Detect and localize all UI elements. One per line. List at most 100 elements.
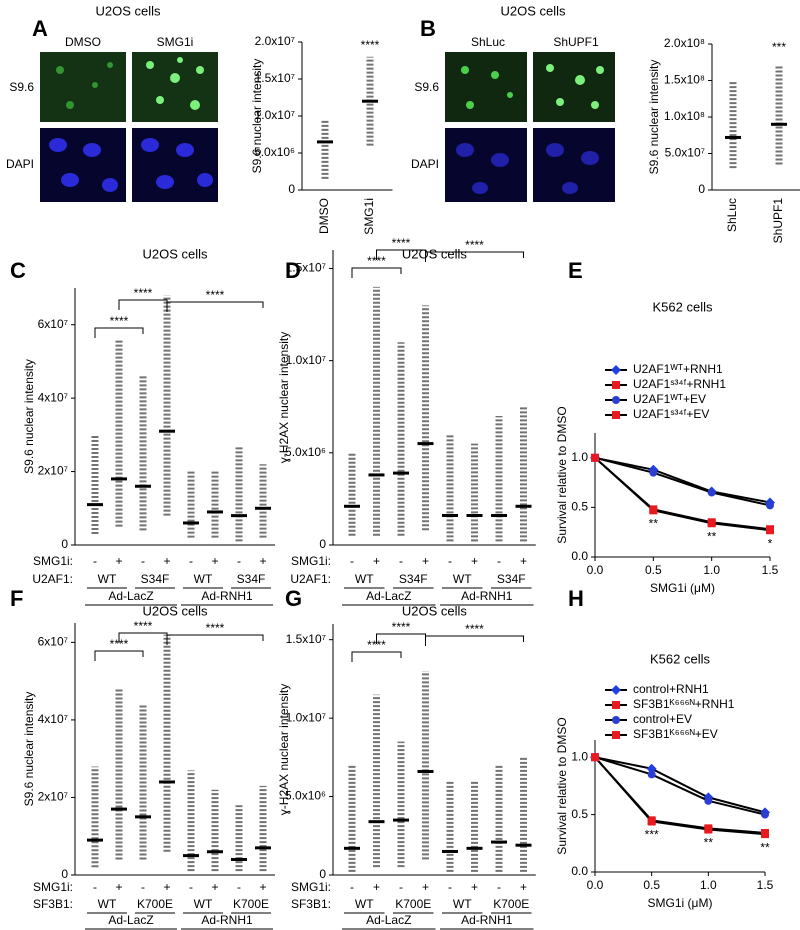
y-axis-label: ɣ-H2AX nuclear intensity (277, 684, 291, 815)
legend-marker (611, 685, 621, 695)
legend-marker (612, 396, 620, 404)
legend-label: control+RNH1 (633, 682, 709, 696)
treatment-label: Ad-LacZ (366, 913, 411, 927)
y-axis-label: S9.6 nuclear intensity (250, 59, 264, 174)
y-tick-label: 0 (61, 537, 68, 551)
significance: **** (134, 619, 153, 633)
legend-marker (612, 716, 620, 724)
treatment-sign: - (399, 880, 403, 894)
x-tick-label: ShLuc (725, 198, 739, 232)
treatment-sign: + (373, 880, 380, 894)
panel-title: U2OS cells (500, 3, 566, 18)
y-tick-label: 1.0 (571, 450, 588, 464)
data-point (707, 488, 716, 497)
series-line (594, 756, 766, 816)
panel-title: U2OS cells (95, 3, 161, 18)
treatment-sign: + (520, 880, 527, 894)
x-tick-label: ShUPF1 (771, 198, 785, 244)
significance-bracket (166, 301, 264, 312)
row-label: U2AF1: (32, 572, 73, 586)
treatment-label: Ad-LacZ (366, 589, 411, 603)
genotype-label: K700E (395, 897, 431, 911)
legend-marker (612, 411, 620, 419)
x-tick-label: 1.0 (700, 878, 717, 892)
row-label: SF3B1: (291, 897, 331, 911)
genotype-label: WT (98, 897, 117, 911)
condition-label: ShUPF1 (553, 35, 599, 49)
legend-label: control+EV (633, 712, 692, 726)
condition-label: ShLuc (471, 35, 505, 49)
y-tick-label: 1.5x10⁷ (286, 261, 326, 275)
treatment-sign: + (373, 554, 380, 568)
panel-letter: E (568, 258, 583, 283)
y-tick-label: 5.0x10⁷ (665, 146, 705, 160)
genotype-label: S34F (497, 572, 526, 586)
significance: **** (134, 286, 153, 300)
y-tick-label: 0 (288, 182, 295, 196)
genotype-label: WT (194, 572, 213, 586)
panel-letter: D (285, 258, 301, 283)
condition-label: SMG1i (157, 35, 194, 49)
significance-bracket (351, 267, 402, 278)
y-tick-label: 1.0x10⁷ (286, 710, 326, 724)
data-point (646, 763, 657, 774)
y-axis-label: S9.6 nuclear intensity (22, 359, 36, 474)
significance: **** (367, 638, 386, 652)
y-tick-label: 1.0 (571, 749, 588, 763)
y-tick-label: 0.5 (571, 500, 588, 514)
legend-label: U2AF1ᵂᵀ+RNH1 (633, 362, 723, 376)
row-label: SMG1i: (291, 554, 331, 568)
x-tick-label: SMG1i (362, 198, 376, 235)
data-point (766, 526, 774, 535)
treatment-sign: - (141, 554, 145, 568)
significance: *** (645, 828, 659, 842)
legend-label: U2AF1ˢ³⁴ᶠ+EV (633, 407, 709, 421)
treatment-sign: + (471, 554, 478, 568)
treatment-sign: - (141, 880, 145, 894)
panel-letter: F (10, 586, 23, 611)
significance: **** (392, 236, 411, 250)
x-tick-label: 0.5 (643, 878, 660, 892)
legend-label: U2AF1ᵂᵀ+EV (633, 392, 706, 406)
significance-bracket (351, 651, 402, 662)
significance-bracket (94, 327, 144, 338)
genotype-label: WT (98, 572, 117, 586)
data-point (766, 501, 774, 510)
treatment-sign: - (93, 880, 97, 894)
treatment-sign: + (259, 554, 266, 568)
y-tick-label: 0 (61, 867, 68, 881)
treatment-label: Ad-RNH1 (461, 589, 513, 603)
x-tick-label: 1.0 (703, 563, 720, 577)
significance: **** (206, 288, 225, 302)
y-axis-label: S9.6 nuclear intensity (22, 692, 36, 807)
significance: *** (772, 40, 786, 54)
series-line (594, 457, 771, 532)
y-tick-label: 0.5 (571, 807, 588, 821)
data-point (591, 753, 599, 762)
microscopy-images (40, 52, 615, 202)
treatment-sign: + (211, 554, 218, 568)
series-line (594, 756, 766, 834)
treatment-sign: - (93, 554, 97, 568)
stain-label: S9.6 (9, 80, 34, 94)
panel-letter: A (32, 16, 48, 41)
y-axis-label: ɣ-H2AX nuclear intensity (277, 332, 291, 463)
treatment-label: Ad-RNH1 (201, 913, 253, 927)
treatment-sign: - (497, 880, 501, 894)
y-tick-label: 0 (698, 182, 705, 196)
series-line (594, 457, 771, 531)
significance: **** (206, 621, 225, 635)
row-label: SMG1i: (291, 880, 331, 894)
significance: **** (367, 254, 386, 268)
data-point (649, 506, 658, 515)
treatment-sign: - (189, 880, 193, 894)
treatment-sign: - (189, 554, 193, 568)
legend-marker (612, 701, 620, 709)
treatment-sign: - (237, 554, 241, 568)
genotype-label: WT (194, 897, 213, 911)
chart-title: K562 cells (650, 651, 710, 666)
y-tick-label: 6x10⁷ (38, 635, 68, 649)
significance-bracket (166, 634, 264, 645)
y-tick-label: 1.0x10⁷ (286, 353, 326, 367)
legend-marker (612, 731, 620, 739)
